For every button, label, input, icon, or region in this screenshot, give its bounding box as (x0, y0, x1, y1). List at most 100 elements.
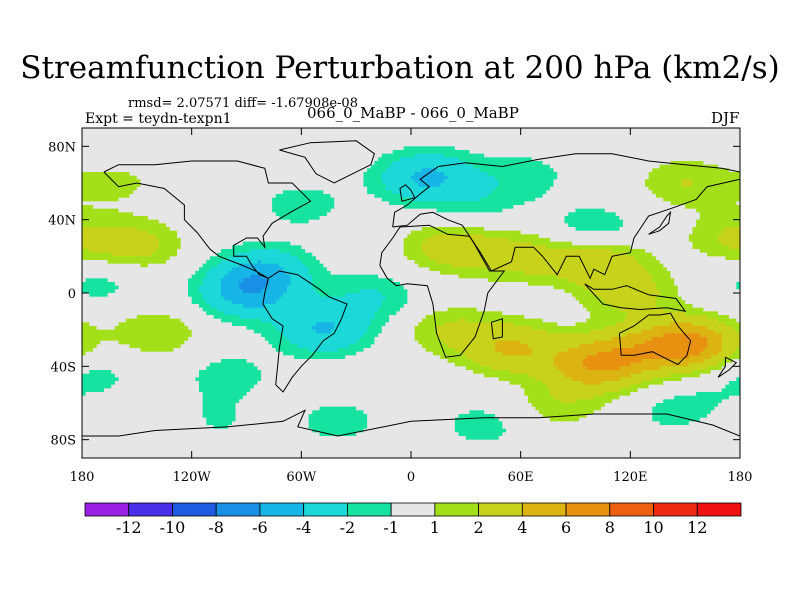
heat-cell (257, 366, 467, 371)
heat-cell (421, 227, 485, 232)
heat-cell (177, 252, 218, 257)
heat-cell (82, 186, 138, 191)
heat-cell (82, 190, 134, 195)
colorbar-swatch (565, 502, 611, 517)
heat-cell (670, 322, 694, 327)
heat-cell (319, 406, 357, 411)
heat-cell (275, 194, 332, 199)
heat-cell (633, 256, 657, 261)
heat-cell (513, 205, 686, 210)
heat-cell (527, 282, 577, 287)
heat-cell (601, 406, 653, 411)
heat-cell (82, 139, 740, 144)
heat-cell (568, 223, 624, 228)
heat-cell (261, 333, 284, 338)
heat-cell (82, 414, 204, 419)
heat-cell (82, 421, 207, 426)
heat-cell (553, 183, 646, 188)
heat-cell (644, 183, 683, 188)
heat-cell (253, 329, 280, 334)
coast-australia (618, 312, 692, 366)
heat-cell (429, 267, 489, 272)
heat-cell (652, 190, 740, 195)
coast-japan (648, 210, 672, 235)
heat-cell (169, 315, 215, 320)
heat-cell (89, 293, 109, 298)
heat-cell (586, 355, 690, 360)
heat-cell (356, 432, 460, 437)
heat-cell (188, 278, 204, 283)
heat-cell (82, 348, 94, 353)
heat-cell (623, 318, 719, 323)
heat-cell (82, 304, 200, 309)
heat-cell (407, 256, 430, 261)
heat-cell (509, 238, 551, 243)
heat-cell (261, 274, 291, 279)
heat-cell (82, 249, 90, 254)
heat-cell (82, 425, 215, 430)
heat-cell (663, 263, 740, 268)
heat-cell (381, 300, 408, 305)
colorbar-label: 4 (517, 518, 527, 537)
heat-cell (732, 326, 740, 331)
heat-cell (721, 241, 740, 246)
heat-cell (103, 388, 200, 393)
heat-cell (655, 285, 679, 290)
heat-cell (261, 373, 485, 378)
heat-cell (421, 249, 613, 254)
heat-cell (389, 318, 423, 323)
heat-cell (498, 436, 740, 441)
heat-cell (652, 337, 708, 342)
heat-cell (96, 326, 116, 331)
heat-cell (169, 227, 423, 232)
heat-cell (82, 344, 98, 349)
heat-cell (195, 271, 207, 276)
heat-cell (440, 271, 525, 276)
heat-cell (465, 436, 500, 441)
heat-cell (202, 403, 237, 408)
heat-cell (82, 256, 171, 261)
heat-cell (191, 333, 262, 338)
heat-cell (261, 318, 372, 323)
heat-cell (484, 227, 577, 232)
heat-cell (670, 373, 701, 378)
heat-cell (677, 285, 737, 290)
heat-cell (330, 208, 438, 213)
heat-cell (484, 373, 529, 378)
colorbar-label: 8 (605, 518, 615, 537)
experiment-label: Expt = teydn-texpn1 (85, 111, 232, 127)
heat-cell (385, 183, 419, 188)
heat-cell (308, 219, 566, 224)
heat-cell (82, 252, 112, 257)
heat-cell (261, 370, 474, 375)
heat-cell (82, 293, 90, 298)
heat-cell (604, 300, 657, 305)
heat-cell (495, 186, 551, 191)
heat-cell (652, 414, 708, 419)
heat-cell (82, 238, 160, 243)
heat-cell (147, 263, 204, 268)
heat-cell (604, 392, 631, 397)
heat-cell (498, 183, 555, 188)
heat-cell (297, 256, 317, 261)
heat-cell (681, 296, 740, 301)
heat-cell (114, 282, 189, 287)
heat-cell (82, 135, 740, 140)
heat-cell (546, 329, 591, 334)
heat-cell (82, 142, 740, 147)
heat-cell (224, 296, 280, 301)
heat-cell (147, 230, 178, 235)
heat-cell (92, 348, 142, 353)
heat-cell (198, 267, 211, 272)
heat-cell (524, 315, 591, 320)
heat-cell (82, 150, 394, 155)
heat-cell (725, 384, 740, 389)
heat-cell (718, 351, 734, 356)
heat-cell (345, 355, 441, 360)
heat-cell (228, 425, 310, 430)
heat-cell (180, 245, 233, 250)
heat-cell (158, 245, 182, 250)
heat-cell (626, 311, 686, 316)
heat-cell (378, 333, 416, 338)
heat-cell (531, 403, 606, 408)
